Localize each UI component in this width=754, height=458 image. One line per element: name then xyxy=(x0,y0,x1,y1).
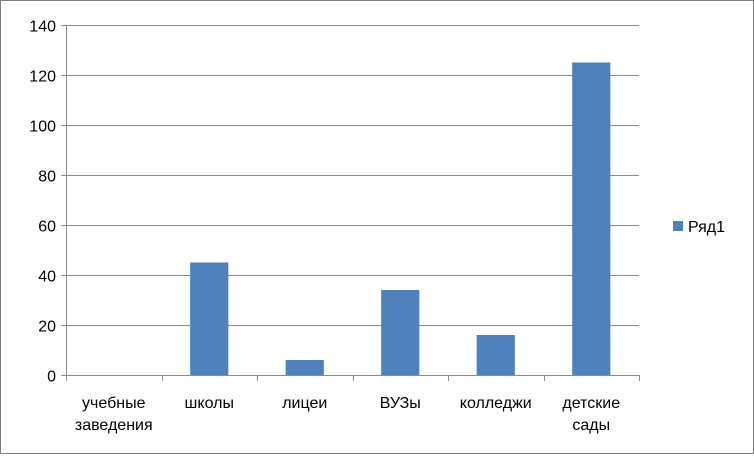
bars xyxy=(190,62,611,375)
x-category-label: колледжи xyxy=(460,395,532,412)
x-category-label: школы xyxy=(185,395,234,412)
x-category-labels: учебные заведения школы лицеи ВУЗы колледжи де… xyxy=(75,395,620,434)
x-category-label: лицеи xyxy=(282,395,327,412)
y-tick-label: 80 xyxy=(38,169,56,186)
legend-label: Ряд1 xyxy=(688,219,725,236)
legend: Ряд1 xyxy=(673,219,725,236)
x-category-label: ВУЗы xyxy=(380,395,421,412)
x-category-label: учебные заведения xyxy=(75,395,153,434)
gridlines xyxy=(66,25,639,326)
y-tick-label: 120 xyxy=(29,69,56,86)
bar xyxy=(572,62,611,375)
bar xyxy=(190,262,229,375)
bar xyxy=(381,290,420,375)
legend-swatch xyxy=(673,221,683,231)
y-tick-label: 100 xyxy=(29,119,56,136)
y-tick-labels: 0 20 40 60 80 100 120 140 xyxy=(29,19,56,386)
y-tick-label: 140 xyxy=(29,19,56,36)
x-category-label: детские сады xyxy=(562,395,620,434)
y-tick-label: 0 xyxy=(47,369,56,386)
bar xyxy=(285,360,324,375)
bar xyxy=(476,335,515,375)
y-tick-label: 40 xyxy=(38,269,56,286)
y-tick-label: 60 xyxy=(38,219,56,236)
axes xyxy=(61,25,640,381)
y-tick-label: 20 xyxy=(38,319,56,336)
